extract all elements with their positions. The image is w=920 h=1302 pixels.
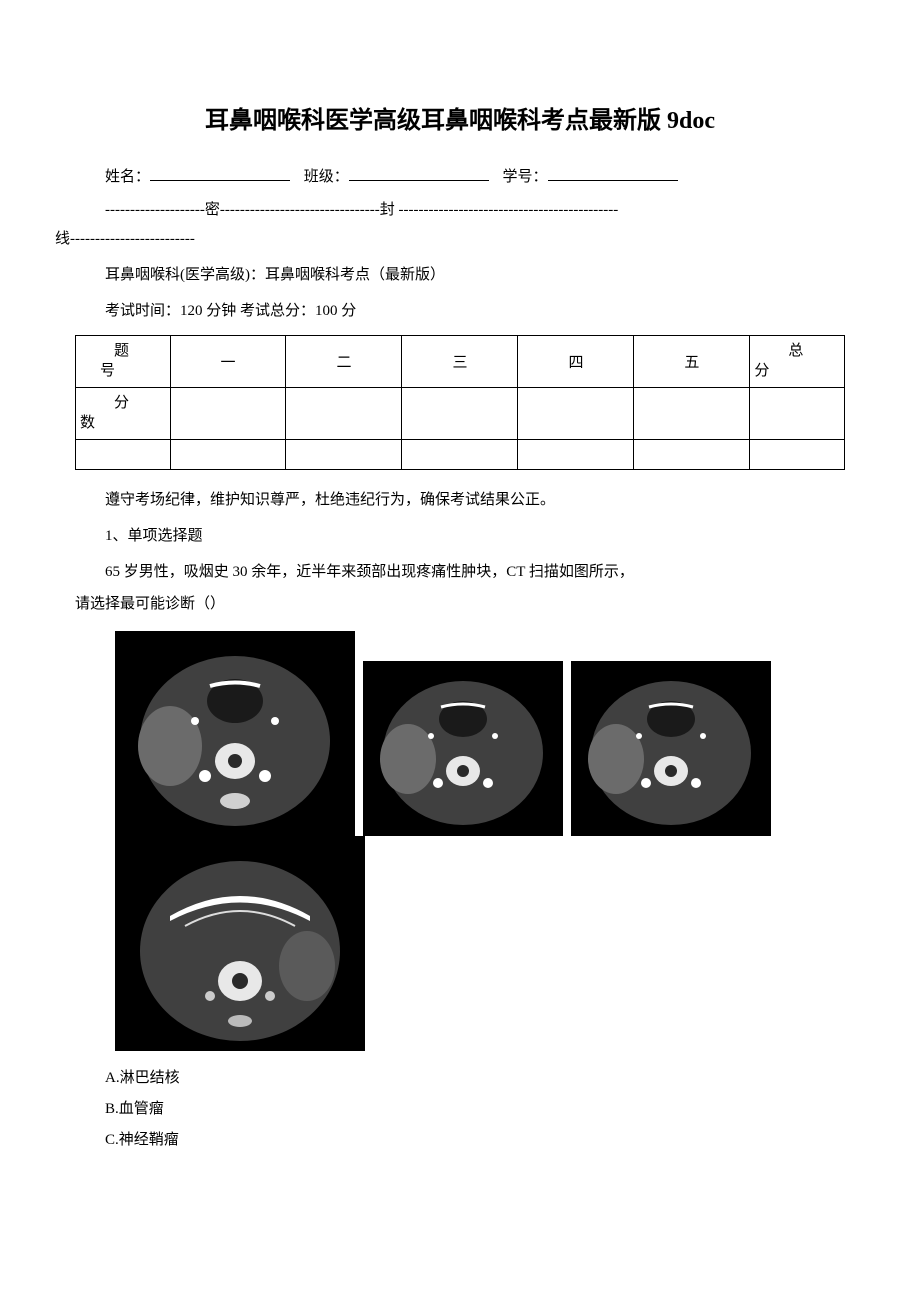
header-cell: 五 xyxy=(634,336,750,388)
class-underline xyxy=(349,180,489,181)
score-cell xyxy=(518,388,634,440)
document-title: 耳鼻咽喉科医学高级耳鼻咽喉科考点最新版 9doc xyxy=(75,100,845,135)
empty-cell xyxy=(170,440,286,470)
header-cell: 四 xyxy=(518,336,634,388)
option-b: B.血管瘤 xyxy=(75,1097,845,1118)
header-cell: 二 xyxy=(286,336,402,388)
option-c: C.神经鞘瘤 xyxy=(75,1128,845,1149)
score-cell: 分数 xyxy=(76,388,171,440)
exam-notice: 遵守考场纪律，维护知识尊严，杜绝违纪行为，确保考试结果公正。 xyxy=(75,488,845,509)
question-text-cont: 请选择最可能诊断（） xyxy=(75,592,845,616)
name-underline xyxy=(150,180,290,181)
empty-cell xyxy=(286,440,402,470)
sub-title: 耳鼻咽喉科(医学高级)：耳鼻咽喉科考点（最新版） xyxy=(75,263,845,284)
ct-scan-image xyxy=(115,836,365,1051)
header-cell: 总分 xyxy=(750,336,845,388)
image-row-1 xyxy=(115,631,845,836)
option-a: A.淋巴结核 xyxy=(75,1066,845,1087)
empty-cell xyxy=(518,440,634,470)
name-label: 姓名： xyxy=(105,169,150,185)
image-row-2 xyxy=(115,836,845,1051)
table-row xyxy=(76,440,845,470)
header-cell: 三 xyxy=(402,336,518,388)
seal-line-1: --------------------密-------------------… xyxy=(75,198,845,219)
header-cell: 一 xyxy=(170,336,286,388)
header-cell: 题号 xyxy=(76,336,171,388)
id-underline xyxy=(548,180,678,181)
exam-info: 考试时间：120 分钟 考试总分：100 分 xyxy=(75,299,845,320)
empty-cell xyxy=(76,440,171,470)
ct-images-container xyxy=(115,631,845,1051)
question-text: 65 岁男性，吸烟史 30 余年，近半年来颈部出现疼痛性肿块，CT 扫描如图所示… xyxy=(75,560,845,584)
table-row: 题号 一 二 三 四 五 总分 xyxy=(76,336,845,388)
empty-cell xyxy=(634,440,750,470)
ct-scan-image xyxy=(363,661,563,836)
class-label: 班级： xyxy=(304,169,349,185)
empty-cell xyxy=(402,440,518,470)
table-row: 分数 xyxy=(76,388,845,440)
ct-scan-image xyxy=(115,631,355,836)
ct-scan-image xyxy=(571,661,771,836)
empty-cell xyxy=(750,440,845,470)
question-header: 1、单项选择题 xyxy=(75,524,845,545)
id-label: 学号： xyxy=(503,169,548,185)
score-cell xyxy=(750,388,845,440)
score-cell xyxy=(170,388,286,440)
score-cell xyxy=(402,388,518,440)
score-cell xyxy=(634,388,750,440)
score-table: 题号 一 二 三 四 五 总分 分数 xyxy=(75,335,845,470)
score-cell xyxy=(286,388,402,440)
seal-line-2: 线------------------------- xyxy=(55,227,845,248)
student-info-line: 姓名： 班级： 学号： xyxy=(75,165,845,186)
